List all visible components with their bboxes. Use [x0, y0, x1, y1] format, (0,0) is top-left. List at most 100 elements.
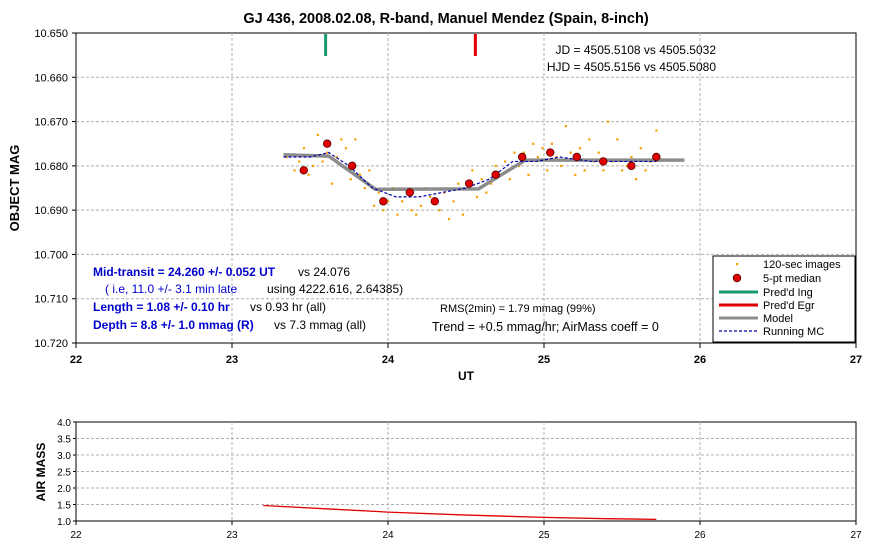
image-point	[415, 213, 418, 216]
image-point	[597, 151, 600, 154]
airmass-y-tick-label: 3.5	[57, 435, 71, 446]
median-point	[405, 188, 415, 197]
median-points-series	[299, 139, 661, 206]
image-point	[452, 200, 455, 203]
image-point	[419, 204, 422, 207]
y-tick-label: 10.700	[34, 249, 68, 261]
y-tick-label: 10.660	[34, 72, 68, 84]
y-tick-label: 10.650	[34, 28, 68, 40]
image-point	[340, 138, 343, 141]
image-point	[504, 160, 507, 163]
image-point	[344, 147, 348, 150]
depth-compare: vs 7.3 mmag (all)	[274, 318, 366, 332]
image-point	[564, 125, 568, 128]
image-point	[354, 138, 357, 141]
image-point	[475, 195, 479, 199]
jd-annotation: JD = 4505.5108 vs 4505.5032	[556, 43, 717, 57]
trend-text: Trend = +0.5 mmag/hr; AirMass coeff = 0	[432, 320, 659, 334]
airmass-line	[263, 504, 657, 520]
rms-text: RMS(2min) = 1.79 mmag (99%)	[440, 303, 596, 315]
depth-text: Depth = 8.8 +/- 1.0 mmag (R)	[93, 318, 254, 332]
image-point	[312, 164, 315, 168]
airmass-gridlines	[76, 422, 856, 521]
image-point	[326, 151, 329, 154]
image-point	[457, 182, 460, 185]
median-point	[599, 157, 608, 166]
image-point	[522, 151, 525, 154]
airmass-y-tick-label: 1.5	[57, 501, 71, 512]
image-point	[410, 209, 413, 212]
image-point	[574, 173, 577, 176]
median-point	[652, 152, 661, 162]
hjd-annotation: HJD = 4505.5156 vs 4505.5080	[547, 60, 716, 74]
image-point	[550, 142, 553, 145]
median-point	[491, 170, 500, 179]
y-tick-label: 10.670	[34, 117, 68, 129]
legend-swatch-median	[732, 273, 742, 283]
image-point	[368, 169, 371, 172]
late-text-a: ( i.e, 11.0 +/- 3.1 min late	[105, 282, 238, 296]
image-point	[302, 147, 305, 150]
image-point	[518, 164, 521, 168]
legend-item-ingress: Pred'd Ing	[763, 287, 813, 299]
median-point	[379, 197, 388, 206]
airmass-x-tick-label: 23	[226, 530, 238, 541]
image-point	[401, 200, 404, 203]
image-point	[541, 147, 544, 150]
airmass-y-tick-label: 3.0	[57, 451, 71, 462]
image-point	[471, 169, 474, 172]
image-point	[625, 164, 628, 168]
image-point	[644, 169, 647, 172]
median-point	[347, 161, 357, 171]
image-point	[372, 204, 376, 207]
axis-ticks: 22 23 24 25 26 27 10.650 10.660 10.670 10.680 10.6…	[34, 28, 862, 366]
x-tick-label: 27	[850, 354, 862, 366]
median-point	[430, 197, 439, 206]
airmass-y-tick-label: 2.0	[57, 484, 71, 495]
airmass-y-tick-label: 2.5	[57, 468, 71, 479]
airmass-axis-label: AIR MASS	[34, 443, 48, 502]
legend-swatch-images	[736, 263, 739, 266]
y-axis-label: OBJECT MAG	[7, 145, 22, 232]
image-point	[363, 187, 366, 190]
median-point	[546, 148, 555, 157]
image-point	[387, 200, 390, 203]
image-point	[429, 195, 432, 199]
image-point	[321, 160, 324, 163]
legend-item-images: 120-sec images	[763, 259, 841, 271]
image-point	[307, 173, 310, 176]
chart-title: GJ 436, 2008.02.08, R-band, Manuel Mende…	[243, 11, 648, 27]
image-point	[489, 182, 493, 185]
image-point	[578, 147, 582, 150]
image-point	[377, 191, 380, 194]
median-point	[464, 179, 474, 188]
image-point	[438, 209, 441, 212]
image-point	[396, 213, 399, 216]
image-points-series	[285, 120, 658, 221]
image-point	[335, 156, 338, 159]
image-point	[546, 169, 549, 172]
image-point	[583, 169, 586, 172]
y-tick-label: 10.720	[34, 338, 68, 350]
image-point	[536, 156, 539, 159]
airmass-x-tick-label: 22	[70, 530, 82, 541]
image-point	[560, 164, 563, 168]
image-point	[298, 160, 301, 163]
image-point	[588, 138, 591, 141]
x-tick-label: 23	[226, 354, 238, 366]
image-point	[349, 178, 352, 181]
mid-transit-compare: vs 24.076	[298, 265, 350, 279]
x-tick-label: 25	[538, 354, 550, 366]
y-tick-label: 10.710	[34, 294, 68, 306]
y-tick-label: 10.690	[34, 205, 68, 217]
image-point	[285, 156, 288, 159]
median-point	[517, 152, 527, 162]
image-point	[382, 209, 385, 212]
median-point	[322, 139, 332, 148]
image-point	[602, 169, 605, 172]
image-point	[330, 182, 334, 185]
airmass-x-tick-label: 26	[694, 530, 706, 541]
image-point	[508, 178, 511, 181]
image-point	[655, 129, 658, 132]
late-text-b: using 4222.616, 2.64385)	[267, 282, 403, 296]
